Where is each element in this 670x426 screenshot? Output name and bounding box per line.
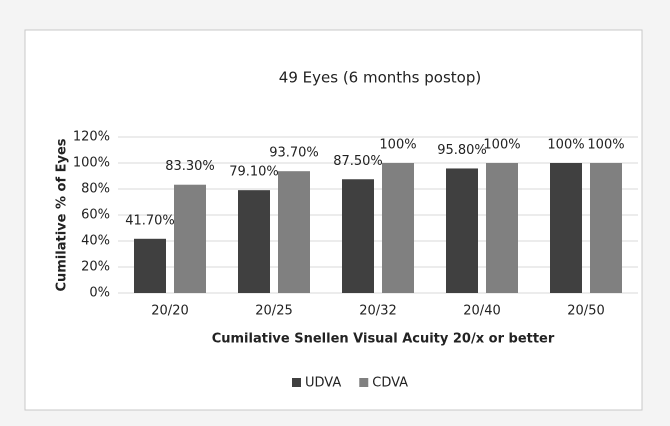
value-label: 100% [587,138,624,153]
legend-label: UDVA [305,376,341,391]
bar [446,168,478,293]
value-label: 100% [547,138,584,153]
value-label: 100% [483,138,520,153]
value-label: 41.70% [125,213,175,228]
y-tick-label: 40% [81,234,110,249]
value-label: 83.30% [165,159,215,174]
legend-label: CDVA [372,376,408,391]
bar [278,171,310,293]
x-axis-label: Cumilative Snellen Visual Acuity 20/x or… [212,332,555,347]
y-axis-label: Cumilative % of Eyes [55,138,70,291]
x-tick-label: 20/32 [359,304,396,319]
bar [486,163,518,293]
value-label: 95.80% [437,143,487,158]
bar [342,179,374,293]
x-tick-label: 20/20 [151,304,188,319]
bar [238,190,270,293]
bar [174,184,206,293]
chart-title: 49 Eyes (6 months postop) [279,69,481,87]
x-tick-label: 20/40 [463,304,500,319]
bar [134,238,166,293]
legend-swatch [292,378,301,387]
value-label: 79.10% [229,165,279,180]
bar [590,163,622,293]
y-tick-label: 60% [81,208,110,223]
y-tick-label: 20% [81,260,110,275]
value-label: 100% [379,138,416,153]
bar [550,163,582,293]
y-tick-label: 100% [73,156,110,171]
value-label: 87.50% [333,154,383,169]
bar [382,163,414,293]
legend-swatch [359,378,369,387]
y-tick-label: 120% [73,130,110,145]
value-label: 93.70% [269,146,319,161]
x-tick-label: 20/50 [567,304,604,319]
x-tick-label: 20/25 [255,304,292,319]
y-tick-label: 80% [81,182,110,197]
y-tick-label: 0% [89,286,110,301]
chart-frame [24,29,643,411]
